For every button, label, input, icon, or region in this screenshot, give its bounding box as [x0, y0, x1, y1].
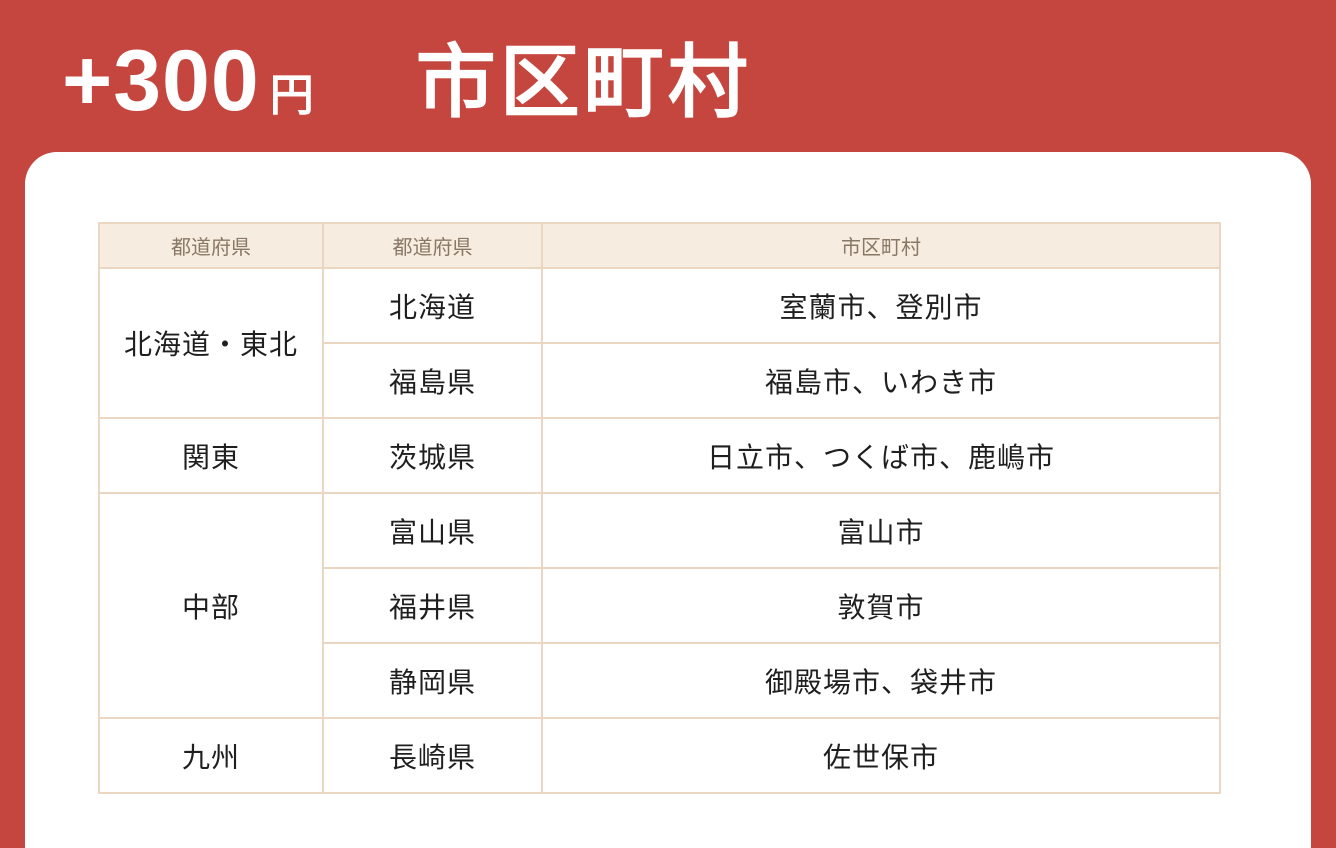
region-cell-chubu: 中部: [98, 492, 324, 719]
prefecture-cell: 福井県: [322, 567, 543, 644]
prefecture-cell: 茨城県: [322, 417, 543, 494]
cities-cell: 佐世保市: [541, 717, 1221, 794]
cities-cell: 富山市: [541, 492, 1221, 569]
prefecture-cell: 長崎県: [322, 717, 543, 794]
cities-cell: 日立市、つくば市、鹿嶋市: [541, 417, 1221, 494]
table-row: 北海道・東北 北海道 室蘭市、登別市: [98, 267, 1221, 419]
content-card: 都道府県 都道府県 市区町村 北海道・東北 北海道 室蘭市、登別市 福島県 福島…: [25, 152, 1311, 848]
column-header-cities: 市区町村: [541, 222, 1221, 269]
cities-cell: 敦賀市: [541, 567, 1221, 644]
table-row: 中部 富山県 富山市: [98, 492, 1221, 719]
table-row: 九州 長崎県 佐世保市: [98, 717, 1221, 794]
municipalities-table: 都道府県 都道府県 市区町村 北海道・東北 北海道 室蘭市、登別市 福島県 福島…: [98, 222, 1221, 794]
table-header-row: 都道府県 都道府県 市区町村: [98, 222, 1221, 269]
cities-cell: 御殿場市、袋井市: [541, 642, 1221, 719]
prefecture-cell: 静岡県: [322, 642, 543, 719]
page-title: 市区町村: [415, 38, 752, 127]
price-text: +300: [62, 33, 260, 129]
cities-cell: 福島市、いわき市: [541, 342, 1221, 419]
table-row: 福島県 福島市、いわき市: [99, 342, 1221, 419]
cities-cell: 室蘭市、登別市: [541, 267, 1221, 344]
prefecture-cell: 福島県: [322, 342, 543, 419]
price-unit-yen: 円: [269, 71, 314, 120]
region-cell-kanto: 関東: [98, 417, 324, 494]
prefecture-cell: 富山県: [322, 492, 543, 569]
region-cell-kyushu: 九州: [98, 717, 324, 794]
title-bar: +300 円 市区町村: [62, 18, 752, 134]
table-row: 静岡県 御殿場市、袋井市: [99, 642, 1221, 719]
column-header-region: 都道府県: [98, 222, 324, 269]
region-cell-hokkaido-tohoku: 北海道・東北: [98, 267, 324, 419]
table-row: 福井県 敦賀市: [99, 567, 1221, 644]
prefecture-cell: 北海道: [322, 267, 543, 344]
table-row: 関東 茨城県 日立市、つくば市、鹿嶋市: [98, 417, 1221, 494]
column-header-prefecture: 都道府県: [322, 222, 543, 269]
